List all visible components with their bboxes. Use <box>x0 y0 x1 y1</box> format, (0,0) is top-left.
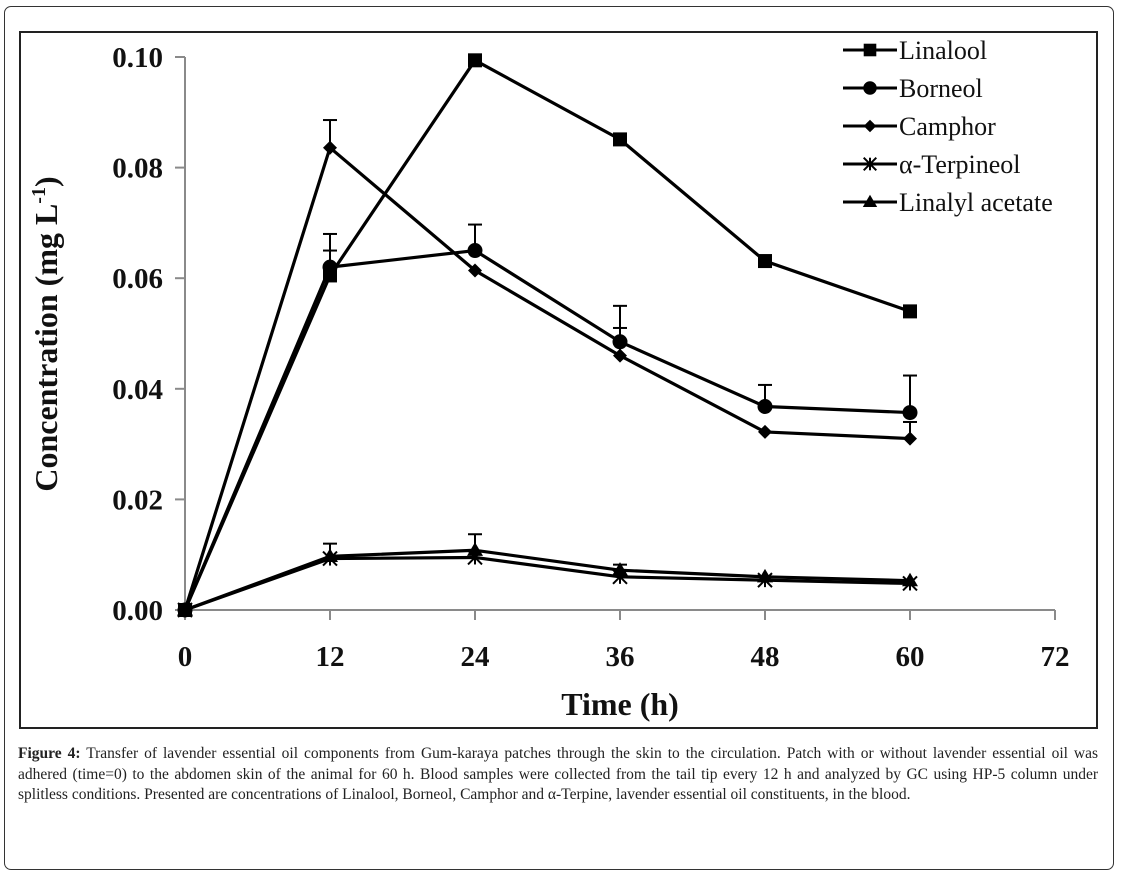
data-point <box>758 254 772 269</box>
series-camphor <box>178 119 917 617</box>
data-point <box>902 405 918 421</box>
x-tick-label: 72 <box>1041 641 1070 673</box>
legend-label: Linalool <box>899 36 987 65</box>
legend-item: Borneol <box>843 74 983 103</box>
data-point <box>613 348 627 363</box>
legend-item: Linalool <box>843 36 987 65</box>
data-point <box>322 259 338 275</box>
series-layer <box>177 53 918 618</box>
triangle-marker <box>862 194 878 208</box>
data-point <box>613 132 627 147</box>
data-point <box>612 562 628 576</box>
series-line <box>183 248 911 611</box>
legend-item: Linalyl acetate <box>843 188 1053 217</box>
figure-caption: Figure 4: Transfer of lavender essential… <box>18 744 1098 806</box>
y-tick-label: 0.10 <box>112 42 163 74</box>
square-marker <box>863 43 877 57</box>
caption-text: Transfer of lavender essential oil compo… <box>18 745 1098 803</box>
series-line <box>184 548 911 612</box>
data-point <box>757 568 773 583</box>
line-chart: 0.00 0.02 0.04 0.06 0.08 0.10 0 12 24 36 48 60 72 Li… <box>28 36 1070 722</box>
x-tick-label: 0 <box>178 641 193 673</box>
data-point <box>903 304 917 319</box>
series-linalyl-acetate <box>177 533 918 616</box>
asterisk-marker <box>862 156 878 172</box>
y-tick-label: 0.02 <box>112 484 163 516</box>
data-point <box>902 572 918 587</box>
data-point <box>322 548 338 562</box>
legend: Linalool Borneol Camphor α-Terpineol Linalyl… <box>843 36 1053 217</box>
y-tick-label: 0.08 <box>112 153 163 185</box>
x-axis-title: Time (h) <box>561 686 679 722</box>
series-line <box>183 58 911 611</box>
series-linalool <box>178 53 917 617</box>
legend-label: α-Terpineol <box>899 150 1021 179</box>
x-tick-label: 12 <box>316 641 345 673</box>
figure-frame <box>4 6 1114 870</box>
data-point <box>467 243 483 259</box>
caption-label: Figure 4: <box>18 745 81 762</box>
y-tick-label: 0.06 <box>112 263 163 295</box>
diamond-marker <box>863 119 877 133</box>
legend-label: Camphor <box>899 112 996 141</box>
data-point <box>468 263 482 278</box>
data-point <box>758 424 772 439</box>
series-line <box>183 146 911 611</box>
series-line <box>184 555 911 612</box>
data-point <box>468 53 482 68</box>
legend-label: Linalyl acetate <box>899 188 1053 217</box>
x-tick-label: 36 <box>606 641 635 673</box>
data-point <box>903 431 917 446</box>
x-tick-label: 60 <box>896 641 925 673</box>
legend-item: α-Terpineol <box>843 150 1021 179</box>
y-axis-title: Concentration (mg L-1) <box>28 176 64 491</box>
legend-item: Camphor <box>843 112 996 141</box>
data-point <box>467 542 483 556</box>
x-tick-label: 24 <box>461 641 490 673</box>
data-point <box>177 602 193 616</box>
axes: 0.00 0.02 0.04 0.06 0.08 0.10 0 12 24 36 48 60 72 <box>112 42 1069 673</box>
legend-label: Borneol <box>899 74 983 103</box>
data-point <box>323 140 337 155</box>
data-point <box>757 398 773 414</box>
y-tick-label: 0.04 <box>112 374 163 406</box>
x-tick-label: 48 <box>751 641 780 673</box>
y-tick-label: 0.00 <box>112 595 163 627</box>
chart-frame <box>19 31 1098 729</box>
circle-marker <box>863 81 877 95</box>
